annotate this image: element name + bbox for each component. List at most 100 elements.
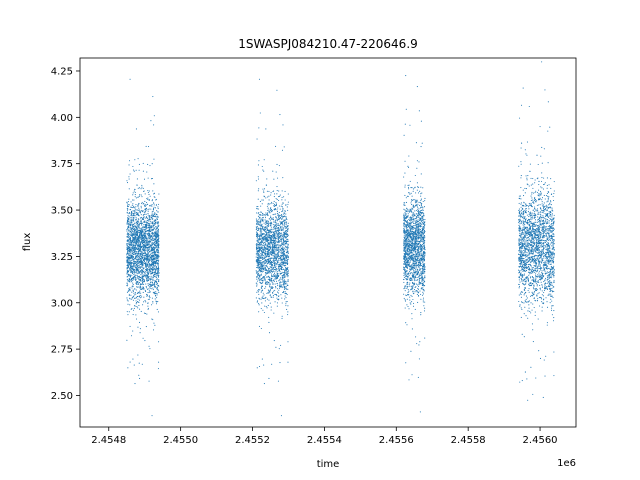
- data-point: [264, 196, 266, 198]
- data-point: [275, 278, 277, 280]
- data-point: [134, 235, 136, 237]
- data-point: [261, 278, 263, 280]
- data-point: [147, 270, 149, 272]
- data-point: [267, 220, 269, 222]
- data-point: [282, 238, 285, 240]
- data-point: [284, 254, 286, 256]
- data-point: [257, 227, 259, 229]
- data-point: [139, 377, 141, 380]
- data-point: [271, 210, 273, 212]
- data-point: [287, 266, 289, 269]
- data-point: [128, 246, 130, 248]
- data-point: [258, 223, 260, 225]
- data-point: [130, 245, 132, 247]
- data-point: [276, 193, 278, 195]
- data-point: [267, 248, 269, 250]
- data-point: [155, 291, 157, 293]
- data-point: [137, 271, 139, 273]
- data-point: [157, 263, 159, 266]
- data-point: [143, 211, 145, 213]
- data-point: [265, 197, 267, 199]
- data-point: [269, 286, 271, 288]
- data-point: [410, 350, 412, 352]
- data-point: [140, 251, 142, 253]
- data-point: [270, 296, 272, 298]
- data-point: [404, 299, 406, 301]
- data-point: [416, 222, 418, 224]
- data-point: [285, 287, 287, 289]
- data-point: [149, 165, 151, 167]
- data-point: [276, 189, 278, 192]
- data-point: [149, 205, 151, 207]
- data-point: [153, 251, 155, 253]
- data-point: [283, 268, 285, 270]
- data-point: [134, 260, 136, 262]
- data-point: [141, 239, 143, 241]
- data-point: [134, 256, 136, 258]
- data-point: [264, 278, 266, 280]
- data-point: [157, 368, 160, 370]
- data-point: [416, 343, 418, 345]
- data-point: [145, 145, 147, 147]
- data-point: [136, 292, 139, 294]
- data-point: [127, 240, 129, 242]
- data-point: [145, 242, 147, 244]
- data-point: [136, 213, 138, 216]
- data-point: [412, 305, 415, 307]
- data-point: [158, 256, 160, 258]
- data-point: [272, 202, 274, 204]
- data-point: [278, 280, 280, 282]
- data-point: [147, 291, 149, 294]
- data-point: [261, 262, 263, 264]
- data-point: [145, 276, 147, 278]
- data-point: [278, 165, 280, 167]
- data-point: [268, 321, 270, 324]
- data-point: [127, 201, 129, 203]
- data-point: [283, 221, 285, 223]
- data-point: [131, 260, 133, 262]
- data-point: [271, 211, 273, 213]
- data-point: [282, 224, 284, 226]
- data-point: [420, 200, 422, 202]
- data-point: [275, 171, 277, 173]
- data-point: [274, 262, 277, 264]
- data-point: [136, 247, 138, 249]
- data-point: [270, 278, 272, 280]
- data-point: [131, 278, 133, 280]
- data-point: [128, 277, 130, 280]
- data-point: [154, 207, 156, 209]
- data-point: [265, 226, 267, 228]
- data-point: [284, 255, 286, 257]
- data-point: [284, 237, 286, 239]
- data-point: [260, 282, 262, 284]
- data-point: [277, 275, 279, 278]
- data-point: [146, 247, 148, 249]
- data-point: [280, 240, 282, 242]
- data-point: [286, 252, 288, 254]
- data-point: [266, 226, 268, 228]
- data-point: [264, 246, 266, 248]
- data-point: [281, 302, 283, 304]
- data-point: [270, 250, 272, 252]
- data-point: [262, 295, 264, 297]
- data-point: [272, 274, 274, 276]
- data-point: [421, 265, 423, 267]
- data-point: [139, 227, 141, 229]
- data-point: [136, 286, 138, 288]
- data-point: [142, 263, 144, 265]
- data-point: [403, 213, 405, 215]
- data-point: [157, 271, 159, 273]
- data-point: [258, 246, 260, 248]
- data-point: [142, 304, 144, 306]
- data-point: [256, 206, 258, 208]
- data-point: [276, 198, 278, 200]
- data-point: [419, 245, 421, 247]
- data-point: [141, 235, 143, 237]
- data-point: [134, 240, 136, 242]
- data-point: [138, 277, 140, 279]
- data-point: [267, 204, 269, 206]
- data-point: [285, 301, 287, 303]
- data-point: [148, 259, 151, 261]
- data-point: [130, 206, 132, 208]
- data-point: [131, 248, 133, 250]
